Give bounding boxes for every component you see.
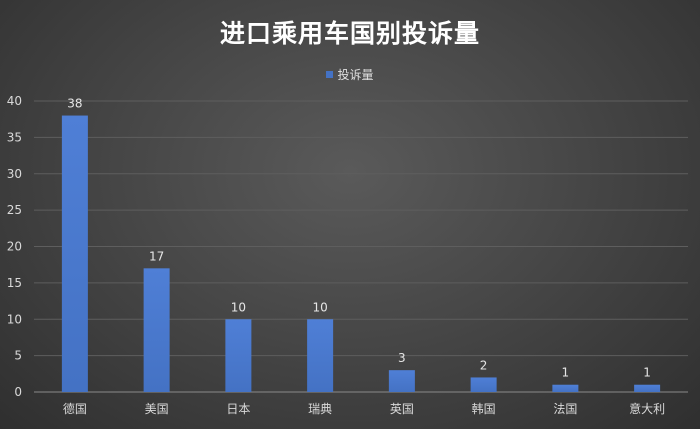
bar bbox=[470, 377, 497, 392]
data-label: 3 bbox=[398, 351, 406, 365]
y-tick-label: 25 bbox=[7, 203, 22, 217]
y-tick-label: 30 bbox=[7, 167, 22, 181]
chart-title: 进口乘用车国别投诉量 bbox=[219, 19, 480, 48]
data-label: 38 bbox=[67, 97, 82, 111]
y-tick-label: 0 bbox=[14, 385, 22, 399]
bar bbox=[61, 115, 88, 393]
bar bbox=[307, 319, 334, 392]
x-tick-label: 英国 bbox=[390, 402, 414, 416]
bar bbox=[388, 370, 415, 392]
bar bbox=[143, 268, 170, 392]
data-label: 10 bbox=[312, 300, 327, 314]
y-tick-label: 10 bbox=[7, 312, 22, 326]
bar bbox=[225, 319, 252, 392]
data-label: 1 bbox=[562, 366, 570, 380]
legend-label: 投诉量 bbox=[337, 68, 374, 82]
x-tick-label: 德国 bbox=[63, 401, 87, 416]
bar bbox=[552, 384, 579, 392]
legend: 投诉量 bbox=[0, 66, 700, 83]
legend-swatch bbox=[326, 71, 334, 78]
data-label: 2 bbox=[480, 358, 488, 372]
x-tick-label: 日本 bbox=[226, 402, 250, 416]
x-tick-label: 瑞典 bbox=[308, 402, 332, 416]
y-tick-label: 35 bbox=[7, 130, 22, 144]
data-label: 1 bbox=[643, 366, 651, 380]
x-tick-label: 韩国 bbox=[472, 401, 496, 416]
y-tick-label: 15 bbox=[7, 276, 22, 290]
y-tick-label: 5 bbox=[14, 349, 22, 363]
y-tick-label: 40 bbox=[7, 94, 22, 108]
data-label: 17 bbox=[149, 249, 164, 263]
x-tick-label: 意大利 bbox=[629, 401, 665, 416]
data-label: 10 bbox=[231, 300, 246, 314]
x-tick-label: 美国 bbox=[145, 402, 169, 416]
y-tick-label: 20 bbox=[7, 240, 22, 254]
bar bbox=[634, 384, 661, 392]
x-tick-label: 法国 bbox=[553, 402, 577, 416]
